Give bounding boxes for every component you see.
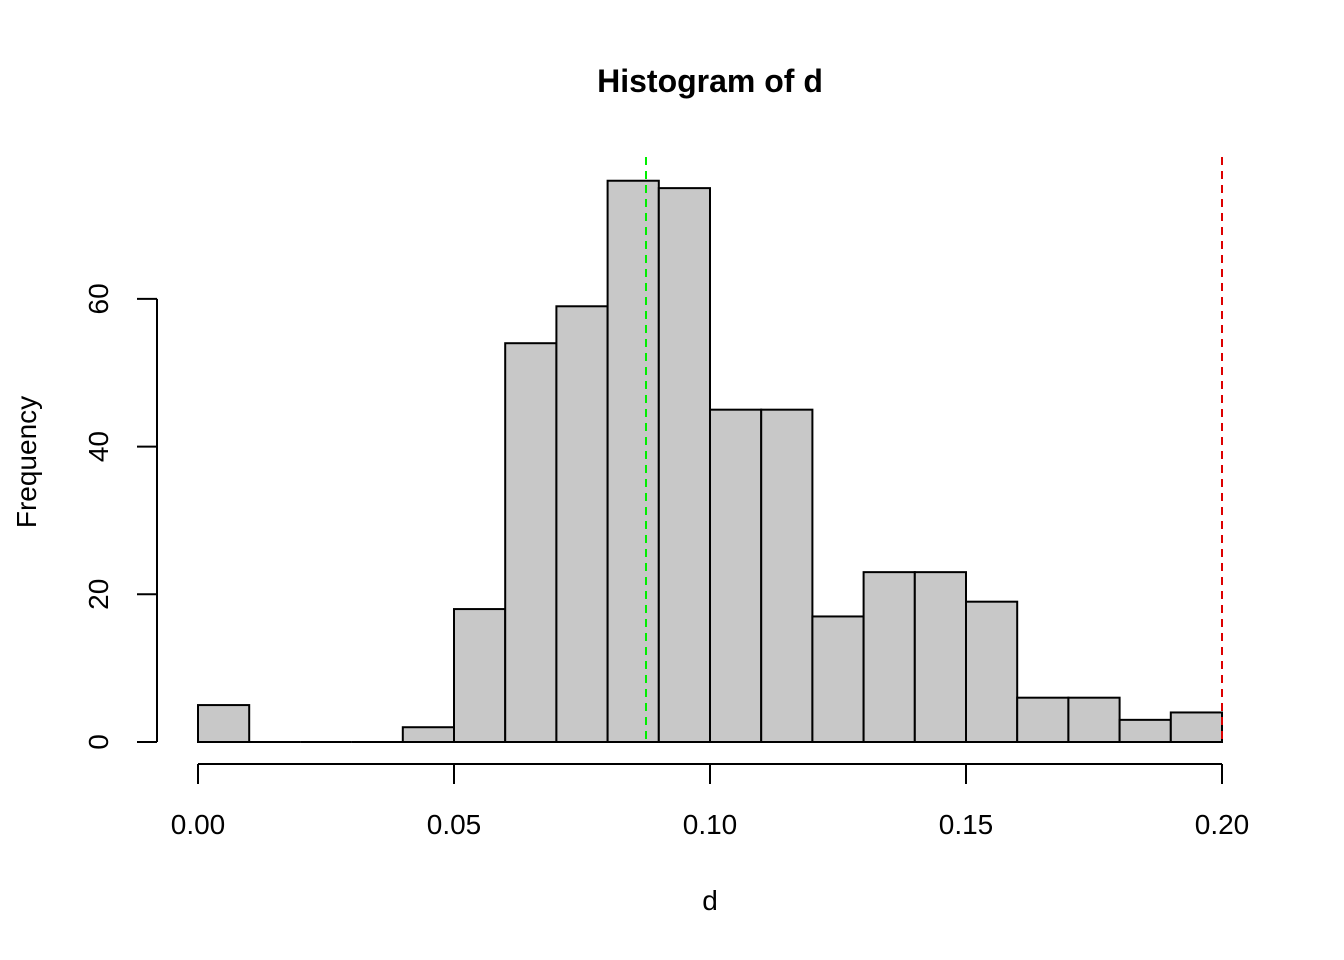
histogram-bar bbox=[760, 408, 814, 743]
x-axis-label: d bbox=[702, 885, 718, 916]
y-tick-label: 0 bbox=[83, 734, 114, 750]
y-axis: 0 20 40 60 bbox=[83, 283, 158, 750]
histogram-bar bbox=[1118, 718, 1172, 743]
histogram-bar bbox=[1067, 696, 1121, 744]
histogram-bar bbox=[709, 408, 763, 743]
x-tick-label: 0.10 bbox=[683, 809, 738, 840]
x-tick-label: 0.15 bbox=[939, 809, 994, 840]
histogram-bar bbox=[913, 571, 967, 744]
y-tick-label: 20 bbox=[83, 579, 114, 610]
histogram-bar bbox=[1016, 696, 1070, 744]
chart-title: Histogram of d bbox=[597, 63, 823, 99]
x-axis: 0.00 0.05 0.10 0.15 0.20 bbox=[171, 763, 1250, 840]
bars-group bbox=[197, 179, 1224, 744]
y-tick-label: 40 bbox=[83, 431, 114, 462]
x-tick-label: 0.20 bbox=[1195, 809, 1250, 840]
histogram-bar bbox=[453, 608, 507, 743]
histogram-bar bbox=[862, 571, 916, 744]
histogram-bar bbox=[606, 179, 660, 744]
histogram-bar bbox=[811, 615, 865, 744]
histogram-bar bbox=[401, 726, 455, 743]
x-tick-label: 0.00 bbox=[171, 809, 226, 840]
histogram-bar bbox=[657, 187, 711, 743]
y-tick-label: 60 bbox=[83, 283, 114, 314]
histogram-bar bbox=[197, 704, 251, 744]
x-tick-label: 0.05 bbox=[427, 809, 482, 840]
histogram-bar bbox=[504, 342, 558, 743]
y-axis-label: Frequency bbox=[11, 396, 42, 528]
histogram-bar bbox=[555, 305, 609, 743]
histogram-bar bbox=[1169, 711, 1224, 744]
histogram-bar bbox=[965, 600, 1019, 743]
